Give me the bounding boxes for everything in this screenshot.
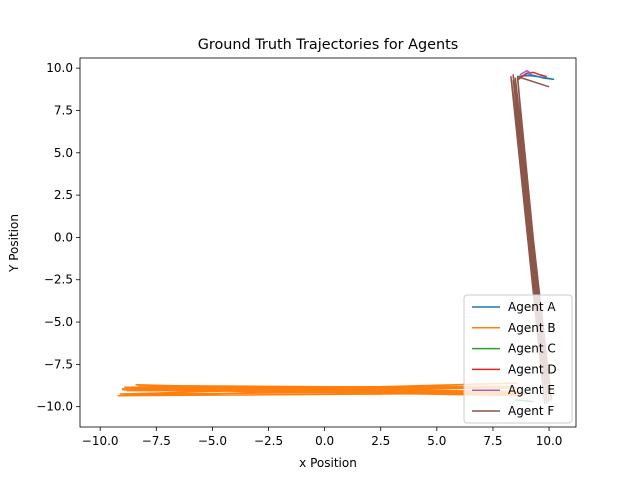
legend-label: Agent B [508,321,556,335]
legend-box [463,294,573,424]
y-tick-label: −7.5 [44,357,73,371]
series-line-agent-a [517,74,555,80]
legend-label: Agent F [508,404,554,418]
x-axis: −10.0 −7.5 −5.0 −2.5 0.0 2.5 5.0 7.5 10.0 [82,427,563,448]
y-tick-label: 7.5 [54,103,73,117]
legend-label: Agent E [508,383,555,397]
y-tick-label: 10.0 [46,61,73,75]
x-tick-label: −10.0 [82,434,119,448]
x-tick-label: −2.5 [254,434,283,448]
y-tick-label: 5.0 [54,146,73,160]
legend-label: Agent A [508,300,556,314]
x-tick-label: 7.5 [483,434,502,448]
x-tick-label: 2.5 [371,434,390,448]
series-line-agent-d [517,71,547,81]
series-line-agent-e [519,69,532,76]
x-tick-label: 10.0 [536,434,563,448]
y-axis-title: Y Position [7,214,21,273]
x-axis-title: x Position [299,456,357,470]
legend-label: Agent C [508,342,556,356]
series-line-agent-f [510,74,553,405]
y-tick-label: −10.0 [36,400,73,414]
x-tick-label: −5.0 [198,434,227,448]
x-tick-label: −7.5 [142,434,171,448]
x-tick-label: 0.0 [315,434,334,448]
series-line-agent-b [117,382,526,397]
y-tick-label: 2.5 [54,188,73,202]
chart-title: Ground Truth Trajectories for Agents [198,37,458,53]
legend-label: Agent D [508,362,557,376]
y-tick-label: 0.0 [54,230,73,244]
y-tick-label: −2.5 [44,273,73,287]
plot-frame [79,57,577,428]
y-axis: −10.0 −7.5 −5.0 −2.5 0.0 2.5 5.0 7.5 10.0 [36,61,80,414]
x-tick-label: 5.0 [427,434,446,448]
legend: Agent A Agent B Agent C Agent D Agent E Agent… [463,294,573,424]
y-tick-label: −5.0 [44,315,73,329]
